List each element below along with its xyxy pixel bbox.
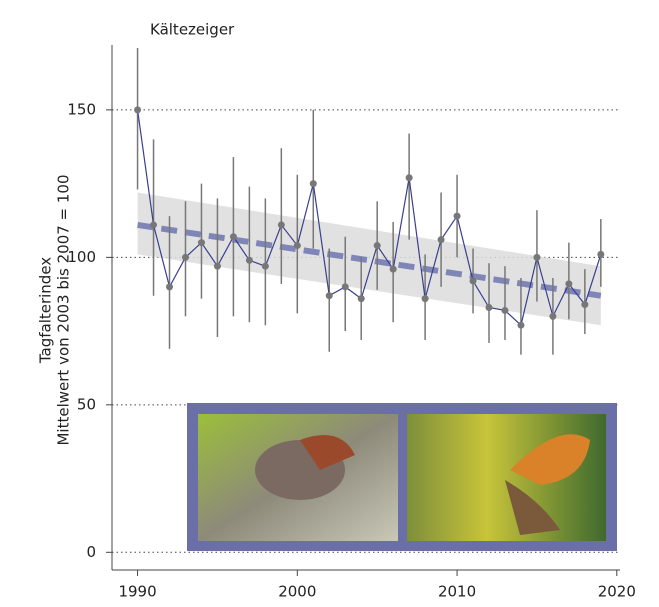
data-point — [389, 265, 397, 273]
y-axis-label: Mittelwert von 2003 bis 2007 = 100 — [55, 174, 73, 445]
data-point — [181, 253, 189, 261]
data-point — [197, 239, 205, 247]
data-point — [549, 312, 557, 320]
y-axis-label: Tagfalterindex — [37, 257, 55, 364]
photo-inset — [187, 403, 617, 551]
confidence-band — [137, 192, 601, 326]
y-tick-label: 50 — [77, 395, 96, 413]
x-tick-label: 2020 — [598, 583, 636, 601]
data-point — [245, 256, 253, 264]
data-point — [373, 242, 381, 250]
data-point — [229, 233, 237, 241]
data-point — [166, 283, 174, 291]
data-point — [501, 306, 509, 314]
chart-title: Kältezeiger — [150, 21, 235, 39]
series-line — [136, 109, 602, 327]
data-point — [325, 292, 333, 300]
data-point — [293, 242, 301, 250]
data-point — [517, 321, 525, 329]
data-point — [341, 283, 349, 291]
trend-line — [137, 221, 602, 299]
data-point — [469, 277, 477, 285]
data-point — [453, 212, 461, 220]
data-point — [134, 106, 142, 114]
y-tick-label: 100 — [67, 248, 96, 266]
y-tick-label: 150 — [67, 100, 96, 118]
data-point — [565, 280, 573, 288]
x-tick-label: 2010 — [438, 583, 476, 601]
data-point — [277, 221, 285, 229]
data-point — [437, 236, 445, 244]
data-point — [213, 262, 221, 270]
data-point — [485, 304, 493, 311]
data-point — [357, 295, 365, 303]
x-tick-label: 2000 — [278, 583, 316, 601]
x-tick-label: 1990 — [118, 583, 156, 601]
data-point — [581, 301, 589, 309]
data-point — [261, 262, 269, 270]
data-point — [150, 221, 158, 229]
data-point — [309, 180, 317, 188]
y-tick-label: 0 — [86, 543, 96, 561]
data-point — [533, 253, 541, 261]
data-point — [405, 174, 413, 182]
data-point — [597, 250, 605, 258]
data-point — [421, 295, 429, 303]
